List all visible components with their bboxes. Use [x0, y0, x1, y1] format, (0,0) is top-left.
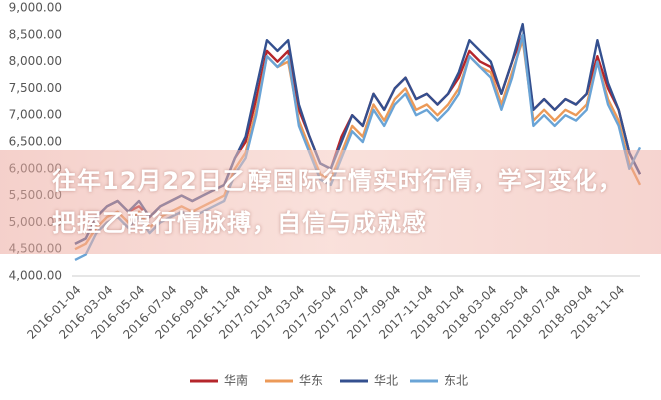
legend-label: 东北 — [444, 374, 468, 388]
y-tick-label: 7,000.00 — [9, 108, 62, 122]
y-tick-label: 7,500.00 — [9, 81, 62, 95]
legend-label: 华北 — [374, 374, 398, 388]
overlay-title: 往年12月22日乙醇国际行情实时行情，学习变化，把握乙醇行情脉搏，自信与成就感 — [52, 167, 623, 237]
y-tick-label: 8,000.00 — [9, 54, 62, 68]
title-banner — [0, 150, 661, 254]
y-tick-label: 9,000.00 — [9, 1, 62, 15]
y-tick-label: 8,500.00 — [9, 27, 62, 41]
y-tick-label: 6,500.00 — [9, 135, 62, 149]
legend-label: 华东 — [299, 374, 323, 388]
y-tick-label: 4,000.00 — [9, 269, 62, 283]
legend-label: 华南 — [224, 373, 248, 388]
